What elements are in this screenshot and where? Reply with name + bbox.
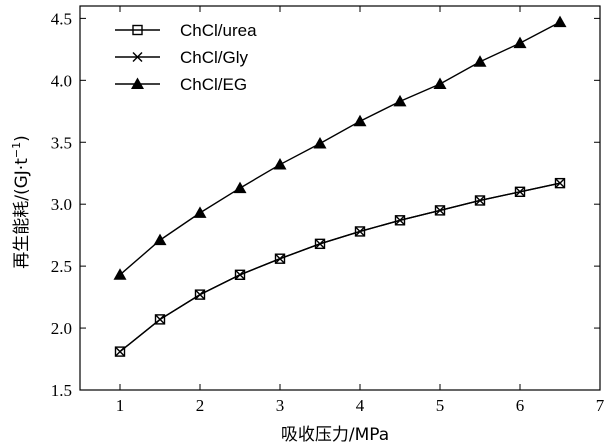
- data-point-chcl-urea: [114, 346, 126, 357]
- x-tick-label: 7: [596, 396, 605, 415]
- data-point-chcl-urea: [274, 253, 286, 264]
- data-point-chcl-gly: [555, 178, 565, 189]
- x-tick-label: 5: [436, 396, 445, 415]
- x-tick-label: 1: [116, 396, 125, 415]
- data-point-chcl-eg: [193, 206, 207, 218]
- plot-frame: [79, 5, 601, 391]
- data-point-chcl-eg: [393, 94, 407, 107]
- x-axis-title: 吸收压力/MPa: [281, 425, 389, 445]
- data-point-chcl-urea: [354, 226, 366, 237]
- data-point-chcl-urea: [394, 215, 406, 226]
- y-tick-label: 3.0: [51, 195, 72, 214]
- legend-label: ChCl/urea: [180, 21, 257, 40]
- series-line-chcl-urea: [119, 182, 561, 353]
- x-tick-label: 3: [276, 396, 285, 415]
- data-point-chcl-eg: [153, 233, 167, 246]
- data-point-chcl-gly: [275, 253, 285, 264]
- series-chcl-gly: [115, 178, 565, 357]
- data-point-chcl-gly: [355, 226, 365, 237]
- data-point-chcl-eg: [433, 77, 447, 90]
- data-point-chcl-eg: [313, 136, 327, 149]
- legend-marker-square: [132, 24, 143, 36]
- legend-label: ChCl/Gly: [180, 48, 249, 67]
- series-chcl-eg: [113, 15, 567, 280]
- x-tick-label: 2: [196, 396, 205, 415]
- y-axis-title-superscript: −1: [10, 142, 23, 158]
- data-point-chcl-eg: [113, 268, 127, 280]
- legend-item-chcl-eg: ChCl/EG: [115, 75, 247, 94]
- data-point-chcl-eg: [353, 114, 367, 127]
- y-tick-label: 2.5: [51, 257, 72, 276]
- legend-item-chcl-urea: ChCl/urea: [115, 21, 257, 40]
- data-point-chcl-gly: [155, 314, 165, 325]
- axis-ticks: 1 2 3 4 5 6 7 1.5 2.0 2.5 3.0 3.5 4.0 4.5: [51, 6, 605, 415]
- data-point-chcl-urea: [194, 289, 206, 300]
- series-line-chcl-eg: [119, 21, 561, 276]
- series-line-chcl-gly: [119, 182, 561, 353]
- x-tick-label: 4: [356, 396, 365, 415]
- y-tick-label: 2.0: [51, 319, 72, 338]
- data-point-chcl-urea: [314, 238, 326, 250]
- plot-border: [79, 5, 601, 391]
- y-tick-label: 3.5: [51, 133, 72, 152]
- data-series: [113, 15, 567, 357]
- data-point-chcl-eg: [553, 15, 567, 28]
- data-point-chcl-eg: [473, 55, 487, 67]
- data-point-chcl-gly: [435, 205, 445, 216]
- data-point-chcl-eg: [273, 158, 287, 170]
- data-point-chcl-gly: [475, 195, 485, 206]
- data-point-chcl-gly: [515, 186, 525, 197]
- data-point-chcl-urea: [514, 186, 526, 198]
- y-tick-label: 4.5: [51, 9, 72, 28]
- y-tick-label: 4.0: [51, 71, 72, 90]
- data-point-chcl-gly: [315, 238, 325, 249]
- x-tick-label: 6: [516, 396, 525, 415]
- legend-marker-x: [132, 52, 143, 62]
- y-axis-title-close: ): [12, 135, 32, 142]
- data-point-chcl-gly: [115, 346, 125, 357]
- data-point-chcl-gly: [195, 289, 205, 300]
- data-point-chcl-gly: [235, 269, 245, 280]
- y-tick-label: 1.5: [51, 381, 72, 400]
- legend-item-chcl-gly: ChCl/Gly: [115, 48, 249, 67]
- legend: ChCl/urea ChCl/Gly ChCl/EG: [115, 21, 257, 94]
- data-point-chcl-eg: [513, 36, 527, 49]
- y-axis-title-main: 再生能耗/(GJ·t: [12, 158, 32, 269]
- data-point-chcl-urea: [154, 314, 166, 325]
- data-point-chcl-urea: [554, 177, 566, 189]
- legend-marker-triangle: [131, 77, 144, 89]
- data-point-chcl-urea: [434, 205, 446, 216]
- y-axis-title: 再生能耗/(GJ·t−1): [10, 135, 32, 268]
- data-point-chcl-urea: [474, 195, 486, 206]
- data-point-chcl-urea: [234, 269, 246, 280]
- data-point-chcl-eg: [233, 181, 247, 194]
- series-chcl-urea: [114, 177, 566, 357]
- legend-label: ChCl/EG: [180, 75, 247, 94]
- data-point-chcl-gly: [395, 215, 405, 226]
